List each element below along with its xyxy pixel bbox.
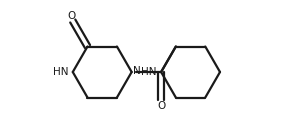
Text: HN: HN (53, 67, 68, 77)
Text: O: O (67, 11, 75, 21)
Text: HN: HN (141, 67, 157, 77)
Text: N: N (133, 66, 141, 76)
Text: O: O (157, 102, 165, 111)
